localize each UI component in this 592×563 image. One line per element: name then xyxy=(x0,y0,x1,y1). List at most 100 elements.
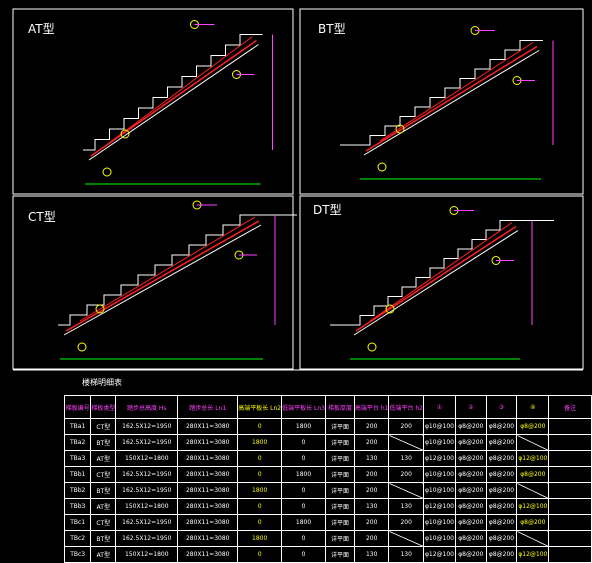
panel-frame-bt xyxy=(299,8,584,195)
table-cell: 200 xyxy=(388,514,424,531)
table-row: TBc2 BT型 162.5X12=1950 280X11=3080 1800 0 详平面 2… xyxy=(63,530,592,547)
table-cell xyxy=(516,434,550,451)
table-cell: 200 xyxy=(353,482,390,499)
table-cell: 详平面 xyxy=(324,530,355,547)
rebar-top xyxy=(104,36,253,147)
panel-title-bt: BT型 xyxy=(318,22,346,36)
table-cell xyxy=(548,466,592,483)
table-cell: 0 xyxy=(281,434,326,451)
table-cell: 150X12=1800 xyxy=(115,450,179,467)
table-cell xyxy=(516,530,550,547)
panel-title-at: AT型 xyxy=(28,22,55,36)
table-header-cell: 梯板编号 xyxy=(63,395,92,419)
table-cell: φ10@100 xyxy=(422,466,456,483)
table-cell: φ8@200 xyxy=(454,498,487,515)
stair-steps xyxy=(58,214,297,326)
table-header-cell: ② xyxy=(454,395,487,419)
table-cell: 200 xyxy=(388,418,424,435)
rebar-callout-circle xyxy=(77,342,87,352)
table-cell: TBc3 xyxy=(63,546,92,563)
panel-frame-dt xyxy=(299,195,584,370)
table-cell: 280X11=3080 xyxy=(177,418,239,435)
table-cell xyxy=(388,482,424,499)
table-header-cell: 梯板厚度 xyxy=(324,395,355,419)
table-cell: 0 xyxy=(237,466,283,483)
table-cell: 200 xyxy=(353,418,390,435)
table-cell: 200 xyxy=(353,530,390,547)
panel-title-dt: DT型 xyxy=(313,203,342,217)
slab-underside xyxy=(63,224,262,336)
table-cell: φ8@200 xyxy=(454,530,487,547)
table-cell: TBb3 xyxy=(63,498,92,515)
rebar-callout-circle xyxy=(102,167,112,177)
table-cell xyxy=(548,482,592,499)
table-cell: 0 xyxy=(237,546,283,563)
table-cell: 详平面 xyxy=(324,418,355,435)
table-cell: 150X12=1800 xyxy=(115,546,179,563)
table-header-cell: ③ xyxy=(485,395,518,419)
table-cell xyxy=(548,434,592,451)
table-cell: φ8@200 xyxy=(516,514,550,531)
table-cell: 130 xyxy=(353,498,390,515)
rebar-bottom xyxy=(365,45,538,152)
rebar-bottom xyxy=(90,39,257,157)
table-cell xyxy=(548,514,592,531)
table-header-cell: 低端平台 h2 xyxy=(388,395,424,419)
table-cell: 162.5X12=1950 xyxy=(115,418,179,435)
table-cell: φ12@100 xyxy=(422,546,456,563)
table-cell: 0 xyxy=(281,482,326,499)
table-cell: φ12@100 xyxy=(422,498,456,515)
slab-underside xyxy=(88,44,259,161)
rebar-callout-circle xyxy=(120,129,130,139)
table-cell xyxy=(548,498,592,515)
table-cell: φ8@200 xyxy=(485,482,518,499)
table-cell: φ12@100 xyxy=(516,450,550,467)
rebar-callout-circle xyxy=(377,162,387,172)
table-cell: 280X11=3080 xyxy=(177,450,239,467)
table-cell: φ12@100 xyxy=(516,546,550,563)
table-cell: φ8@200 xyxy=(485,530,518,547)
table-cell: TBc1 xyxy=(63,514,92,531)
stair-drawing-dt xyxy=(330,206,554,360)
stair-drawing-at xyxy=(83,20,273,185)
table-cell: 200 xyxy=(388,466,424,483)
table-header-cell: ④ xyxy=(516,395,550,419)
table-cell: 162.5X12=1950 xyxy=(115,466,179,483)
table-cell: TBc2 xyxy=(63,530,92,547)
table-row: TBb2 BT型 162.5X12=1950 280X11=3080 1800 0 详平面 2… xyxy=(63,482,592,499)
table-cell: 1800 xyxy=(281,418,326,435)
table-cell: 200 xyxy=(353,514,390,531)
table-cell: 1800 xyxy=(281,514,326,531)
panel-frame-ct xyxy=(12,195,294,370)
table-cell: BT型 xyxy=(90,482,117,499)
table-cell: CT型 xyxy=(90,418,117,435)
table-cell: φ10@100 xyxy=(422,434,456,451)
table-cell: 1800 xyxy=(237,530,283,547)
table-cell: 280X11=3080 xyxy=(177,514,239,531)
table-cell: φ8@200 xyxy=(454,546,487,563)
rebar-top xyxy=(379,42,534,142)
table-cell: 0 xyxy=(281,530,326,547)
table-cell: 280X11=3080 xyxy=(177,546,239,563)
table-cell: AT型 xyxy=(90,450,117,467)
table-cell: φ8@200 xyxy=(516,466,550,483)
table-header-cell: 低端平板长 Ln3 xyxy=(281,395,326,419)
stair-schedule-table: 梯板编号 梯板类型 踏步总高度 Hs 踏步总长 Ln1 高端平板长 Ln2 低端平板长 L… xyxy=(63,395,592,563)
table-header-cell: 备注 xyxy=(548,395,592,419)
table-cell: CT型 xyxy=(90,466,117,483)
table-cell: φ10@100 xyxy=(422,514,456,531)
table-cell: φ8@200 xyxy=(485,450,518,467)
rebar-top xyxy=(369,222,513,322)
table-cell: φ8@200 xyxy=(485,514,518,531)
table-cell: 1800 xyxy=(281,466,326,483)
table-cell: 200 xyxy=(353,434,390,451)
table-cell: 280X11=3080 xyxy=(177,498,239,515)
table-cell: 162.5X12=1950 xyxy=(115,482,179,499)
table-cell: 130 xyxy=(388,450,424,467)
table-row: TBa1 CT型 162.5X12=1950 280X11=3080 0 1800 详平面 2… xyxy=(63,418,592,435)
table-row: TBb1 CT型 162.5X12=1950 280X11=3080 0 1800 详平面 2… xyxy=(63,466,592,483)
table-cell: φ10@100 xyxy=(422,530,456,547)
table-cell: 150X12=1800 xyxy=(115,498,179,515)
table-cell xyxy=(548,530,592,547)
table-cell: φ8@200 xyxy=(516,418,550,435)
